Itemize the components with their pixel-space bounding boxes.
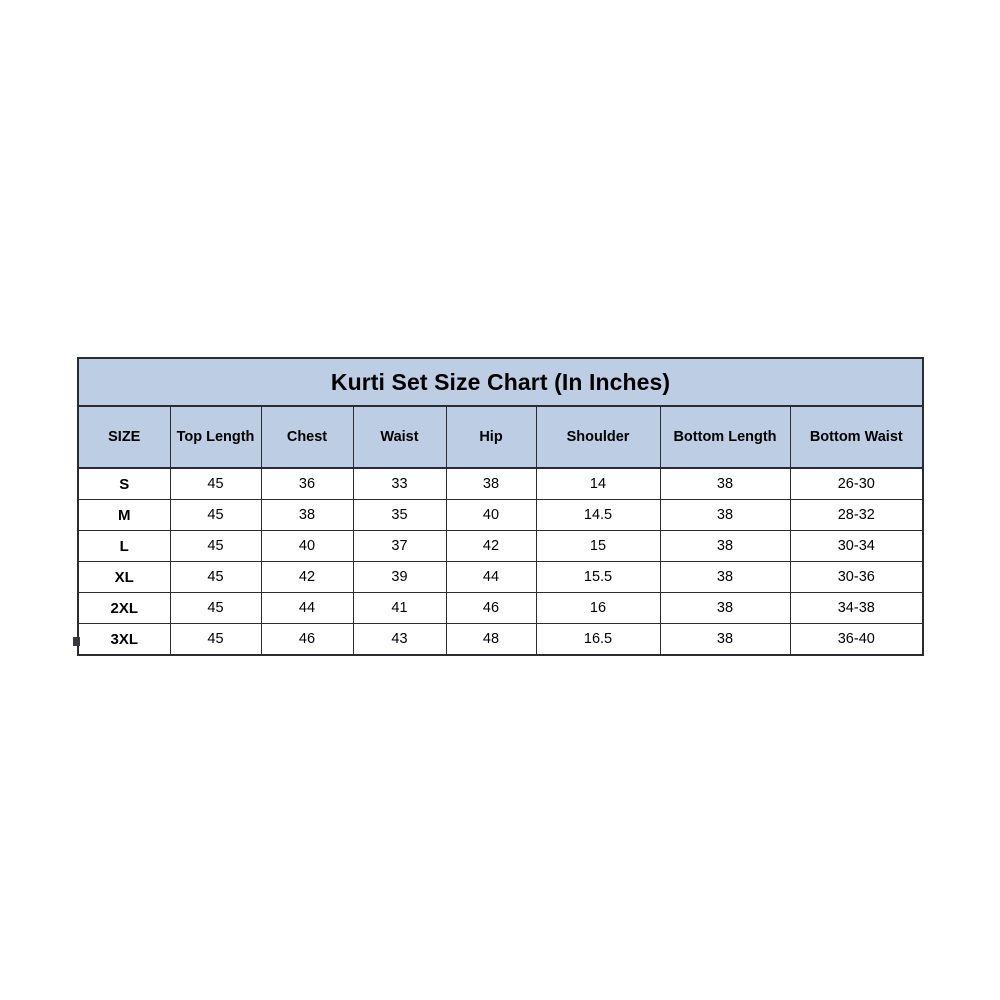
column-header-hip: Hip [445, 405, 537, 469]
cell-size: M [77, 499, 171, 531]
column-header-shoulder: Shoulder [535, 405, 661, 469]
cell-chest: 36 [260, 467, 354, 500]
cell-waist: 39 [352, 561, 447, 593]
cell-top-length: 45 [169, 530, 262, 562]
cell-size: XL [77, 561, 171, 593]
cell-chest: 46 [260, 623, 354, 656]
cell-waist: 33 [352, 467, 447, 500]
cell-top-length: 45 [169, 499, 262, 531]
table-row: M 45 38 35 40 14.5 38 28-32 [77, 499, 924, 531]
cell-bottom-waist: 36-40 [789, 623, 924, 656]
size-chart-table: Kurti Set Size Chart (In Inches) SIZE To… [77, 357, 925, 656]
column-header-bottom-waist: Bottom Waist [789, 405, 924, 469]
cell-bottom-waist: 28-32 [789, 499, 924, 531]
cell-shoulder: 14 [535, 467, 661, 500]
cell-hip: 40 [445, 499, 537, 531]
table-header-row: SIZE Top Length Chest Waist Hip Shoulder… [77, 405, 924, 469]
table-row: XL 45 42 39 44 15.5 38 30-36 [77, 561, 924, 593]
page-title: Kurti Set Size Chart (In Inches) [77, 357, 924, 407]
cell-hip: 42 [445, 530, 537, 562]
cell-shoulder: 15.5 [535, 561, 661, 593]
cell-hip: 48 [445, 623, 537, 656]
size-chart-container: Kurti Set Size Chart (In Inches) SIZE To… [77, 357, 925, 656]
cell-bottom-length: 38 [659, 561, 791, 593]
cell-chest: 40 [260, 530, 354, 562]
cell-top-length: 45 [169, 561, 262, 593]
cell-bottom-waist: 30-34 [789, 530, 924, 562]
column-header-chest: Chest [260, 405, 354, 469]
table-row: L 45 40 37 42 15 38 30-34 [77, 530, 924, 562]
column-header-bottom-length: Bottom Length [659, 405, 791, 469]
cell-shoulder: 15 [535, 530, 661, 562]
cell-top-length: 45 [169, 592, 262, 624]
cell-shoulder: 16 [535, 592, 661, 624]
cell-hip: 46 [445, 592, 537, 624]
cell-shoulder: 16.5 [535, 623, 661, 656]
table-row: S 45 36 33 38 14 38 26-30 [77, 467, 924, 500]
cell-hip: 38 [445, 467, 537, 500]
cell-top-length: 45 [169, 467, 262, 500]
column-header-size: SIZE [77, 405, 171, 469]
cell-bottom-waist: 26-30 [789, 467, 924, 500]
chart-title-row: Kurti Set Size Chart (In Inches) [77, 357, 924, 407]
cell-waist: 37 [352, 530, 447, 562]
cell-bottom-length: 38 [659, 530, 791, 562]
cell-bottom-waist: 34-38 [789, 592, 924, 624]
cell-shoulder: 14.5 [535, 499, 661, 531]
column-header-waist: Waist [352, 405, 447, 469]
cell-size: 3XL [77, 623, 171, 656]
cell-top-length: 45 [169, 623, 262, 656]
cell-waist: 43 [352, 623, 447, 656]
table-row: 3XL 45 46 43 48 16.5 38 36-40 [77, 623, 924, 656]
corner-marker [73, 637, 80, 646]
cell-size: S [77, 467, 171, 500]
table-row: 2XL 45 44 41 46 16 38 34-38 [77, 592, 924, 624]
cell-chest: 42 [260, 561, 354, 593]
cell-bottom-length: 38 [659, 499, 791, 531]
cell-bottom-length: 38 [659, 623, 791, 656]
cell-bottom-length: 38 [659, 467, 791, 500]
cell-size: 2XL [77, 592, 171, 624]
cell-chest: 38 [260, 499, 354, 531]
cell-bottom-length: 38 [659, 592, 791, 624]
cell-size: L [77, 530, 171, 562]
cell-hip: 44 [445, 561, 537, 593]
cell-waist: 35 [352, 499, 447, 531]
cell-waist: 41 [352, 592, 447, 624]
cell-bottom-waist: 30-36 [789, 561, 924, 593]
cell-chest: 44 [260, 592, 354, 624]
column-header-top-length: Top Length [169, 405, 262, 469]
